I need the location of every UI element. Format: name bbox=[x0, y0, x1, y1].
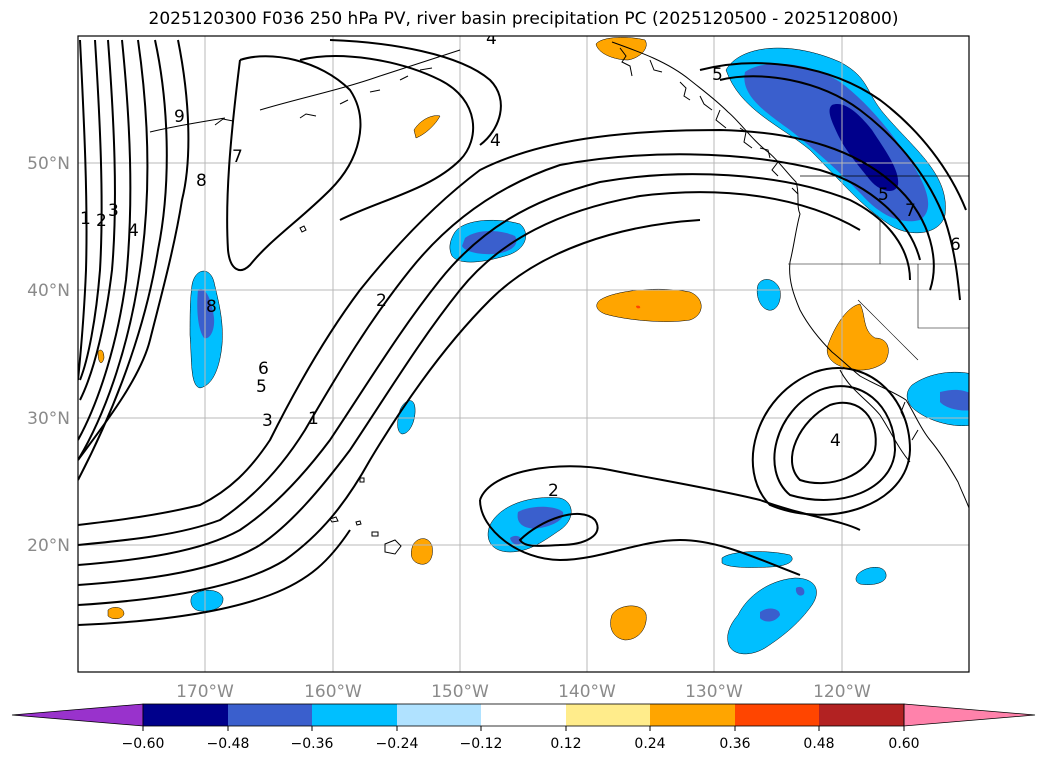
contour-label: 1 bbox=[80, 209, 91, 229]
colorbar-tick: 0.36 bbox=[719, 736, 750, 752]
shade-se-small bbox=[855, 567, 887, 585]
contour-label: 4 bbox=[490, 131, 501, 151]
colorbar-tick: −0.48 bbox=[207, 736, 250, 752]
contour-label: 7 bbox=[232, 147, 243, 167]
shade-dateline-mid bbox=[197, 289, 215, 339]
colorbar-min-extend bbox=[11, 703, 144, 727]
contour-label: 8 bbox=[206, 297, 217, 317]
contour-label: 9 bbox=[174, 107, 185, 127]
map-title: 2025120300 F036 250 hPa PV, river basin … bbox=[148, 9, 899, 29]
colorbar-segment bbox=[735, 704, 819, 726]
shade-blob-40n-125w bbox=[756, 279, 781, 311]
colorbar-segment bbox=[143, 704, 228, 726]
shade-pos-south bbox=[610, 605, 647, 641]
shade-se-mid2 bbox=[795, 586, 805, 596]
colorbar-tick: −0.24 bbox=[376, 736, 419, 752]
shade-pos-small-north bbox=[413, 115, 441, 139]
contour-labels: 9 7 8 1 2 3 4 4 5 8 6 5 3 1 2 2 4 5 6 7 … bbox=[80, 29, 961, 501]
colorbar-tick: 0.24 bbox=[634, 736, 665, 752]
lon-label-120w: 120°W bbox=[813, 682, 871, 702]
gridlines bbox=[78, 36, 969, 672]
contour-label: 5 bbox=[712, 65, 723, 85]
colorbar-tick: −0.36 bbox=[291, 736, 334, 752]
pv-contours bbox=[78, 39, 967, 626]
precip-shading bbox=[97, 37, 969, 655]
shade-blob-se-coast-mid bbox=[940, 389, 969, 411]
shade-pos-midpacific bbox=[596, 288, 702, 322]
contour-label: 2 bbox=[548, 481, 559, 501]
colorbar-tick: 0.48 bbox=[803, 736, 834, 752]
colorbar-tick: −0.12 bbox=[460, 736, 503, 752]
shade-sw-small bbox=[190, 590, 224, 612]
colorbar-tick: −0.60 bbox=[122, 736, 165, 752]
lat-label-30n: 30°N bbox=[27, 409, 70, 429]
contour-label: 2 bbox=[376, 291, 387, 311]
colorbar-segment bbox=[312, 704, 397, 726]
contour-label: 2 bbox=[96, 211, 107, 231]
lon-label-170w: 170°W bbox=[176, 682, 234, 702]
lat-label-50n: 50°N bbox=[27, 154, 70, 174]
contour-label: 5 bbox=[256, 377, 267, 397]
map-frame bbox=[77, 35, 970, 673]
colorbar-segment bbox=[650, 704, 735, 726]
contour-label: 4 bbox=[830, 431, 841, 451]
colorbar-max-extend bbox=[903, 703, 1036, 727]
longitude-labels: 170°W 160°W 150°W 140°W 130°W 120°W bbox=[176, 682, 871, 702]
colorbar-tick: 0.12 bbox=[550, 736, 581, 752]
lon-label-130w: 130°W bbox=[685, 682, 743, 702]
contour-label: 7 bbox=[905, 201, 916, 221]
shade-blob-se-coast bbox=[906, 371, 969, 426]
shade-se-mid bbox=[760, 608, 780, 622]
shade-pos-hawaii bbox=[411, 538, 433, 565]
shade-hawaii-mid bbox=[517, 506, 564, 529]
contour-label: 8 bbox=[196, 171, 207, 191]
shade-pos-tiny-west bbox=[97, 349, 105, 364]
shade-nw-coast-strong bbox=[829, 104, 899, 192]
contour-label: 3 bbox=[108, 201, 119, 221]
colorbar-segment bbox=[819, 704, 904, 726]
shade-pos-tiny-sw bbox=[107, 607, 125, 619]
lat-label-20n: 20°N bbox=[27, 536, 70, 556]
shade-hawaii-mid2 bbox=[510, 535, 522, 545]
latitude-labels: 50°N 40°N 30°N 20°N bbox=[27, 154, 70, 556]
colorbar-segment bbox=[397, 704, 481, 726]
shade-se-strip bbox=[721, 551, 793, 568]
colorbar-segment bbox=[566, 704, 650, 726]
lat-label-40n: 40°N bbox=[27, 281, 70, 301]
contour-label: 6 bbox=[258, 359, 269, 379]
coastlines bbox=[149, 41, 969, 555]
colorbar: −0.60 −0.48 −0.36 −0.24 −0.12 0.12 0.24 … bbox=[11, 703, 1036, 752]
contour-label: 4 bbox=[486, 29, 497, 49]
contour-label: 4 bbox=[128, 221, 139, 241]
colorbar-segment bbox=[481, 704, 566, 726]
contour-label: 3 bbox=[262, 411, 273, 431]
contour-label: 6 bbox=[950, 235, 961, 255]
contour-label: 5 bbox=[878, 185, 889, 205]
contour-label: 1 bbox=[308, 409, 319, 429]
lon-label-150w: 150°W bbox=[431, 682, 489, 702]
shade-pos-midpacific-core bbox=[636, 305, 641, 309]
colorbar-tick: 0.60 bbox=[888, 736, 919, 752]
lon-label-140w: 140°W bbox=[558, 682, 616, 702]
colorbar-segment bbox=[228, 704, 312, 726]
lon-label-160w: 160°W bbox=[304, 682, 362, 702]
